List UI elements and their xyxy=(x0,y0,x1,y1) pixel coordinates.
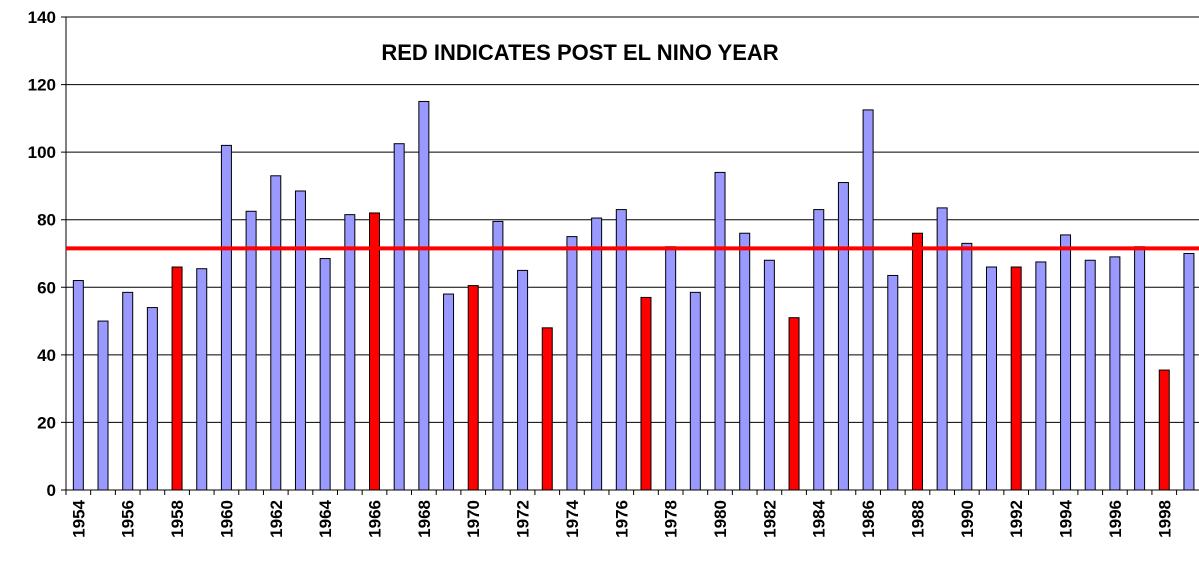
bar xyxy=(1035,261,1047,491)
bar xyxy=(294,190,306,491)
bar xyxy=(986,266,997,491)
x-tick-label: 1986 xyxy=(859,500,878,538)
bar xyxy=(1158,369,1170,491)
bar xyxy=(887,274,899,491)
bar xyxy=(492,220,504,491)
bar xyxy=(369,212,380,491)
x-tick-label: 1982 xyxy=(760,500,779,538)
bar xyxy=(689,291,701,491)
bar xyxy=(220,144,232,491)
y-tick-label: 100 xyxy=(28,143,56,162)
bar xyxy=(961,242,973,491)
bar xyxy=(665,246,677,491)
bar xyxy=(1134,246,1146,491)
bar xyxy=(467,285,479,491)
x-tick-label: 1956 xyxy=(119,500,138,538)
bar xyxy=(813,209,825,491)
bar xyxy=(97,320,109,491)
bar xyxy=(862,109,874,491)
x-tick-label: 1978 xyxy=(662,500,681,538)
bar xyxy=(1084,259,1096,491)
x-tick-label: 1964 xyxy=(316,499,335,537)
bar xyxy=(1183,253,1195,491)
bar xyxy=(615,209,627,491)
x-tick-label: 1990 xyxy=(958,500,977,538)
bar xyxy=(763,259,775,491)
y-tick-label: 140 xyxy=(28,8,56,27)
x-tick-label: 1994 xyxy=(1057,499,1076,537)
x-tick-label: 1988 xyxy=(908,500,927,538)
bar xyxy=(541,327,553,491)
x-tick-label: 1972 xyxy=(514,500,533,538)
x-tick-label: 1954 xyxy=(69,499,88,537)
y-tick-label: 60 xyxy=(37,278,56,297)
y-tick-label: 20 xyxy=(37,413,56,432)
bar xyxy=(640,296,652,491)
y-tick-label: 120 xyxy=(28,76,56,95)
bar xyxy=(196,268,208,491)
x-tick-label: 1970 xyxy=(464,500,483,538)
bar xyxy=(319,258,331,491)
bar xyxy=(1109,256,1121,491)
bar xyxy=(911,232,923,491)
bar xyxy=(1060,234,1072,491)
chart-title: RED INDICATES POST EL NINO YEAR xyxy=(381,40,778,65)
bar xyxy=(739,232,751,491)
x-tick-label: 1960 xyxy=(217,500,236,538)
x-tick-label: 1998 xyxy=(1155,500,1174,538)
bar xyxy=(443,293,455,491)
bar xyxy=(788,317,800,491)
bar xyxy=(837,182,849,491)
x-tick-label: 1962 xyxy=(267,500,286,538)
bar xyxy=(270,175,282,491)
bar xyxy=(566,236,578,491)
x-tick-label: 1996 xyxy=(1106,500,1125,538)
x-tick-label: 1992 xyxy=(1007,500,1026,538)
y-tick-label: 0 xyxy=(47,481,56,500)
bar xyxy=(72,280,84,491)
bar xyxy=(245,210,257,491)
bar xyxy=(1010,266,1022,491)
bar xyxy=(146,307,158,491)
bar xyxy=(171,266,183,491)
y-tick-label: 80 xyxy=(37,211,56,230)
y-tick-label: 40 xyxy=(37,346,56,365)
x-tick-label: 1958 xyxy=(168,500,187,538)
bar xyxy=(393,143,405,491)
x-tick-label: 1976 xyxy=(612,500,631,538)
bar xyxy=(122,291,134,491)
x-tick-label: 1984 xyxy=(810,499,829,537)
x-tick-label: 1980 xyxy=(711,500,730,538)
x-tick-label: 1966 xyxy=(366,500,385,538)
bar xyxy=(344,214,356,491)
x-tick-label: 1974 xyxy=(563,499,582,537)
bar xyxy=(591,217,603,491)
bar xyxy=(517,269,529,491)
bar xyxy=(418,100,430,491)
x-tick-label: 1968 xyxy=(415,500,434,538)
bar xyxy=(714,171,726,491)
